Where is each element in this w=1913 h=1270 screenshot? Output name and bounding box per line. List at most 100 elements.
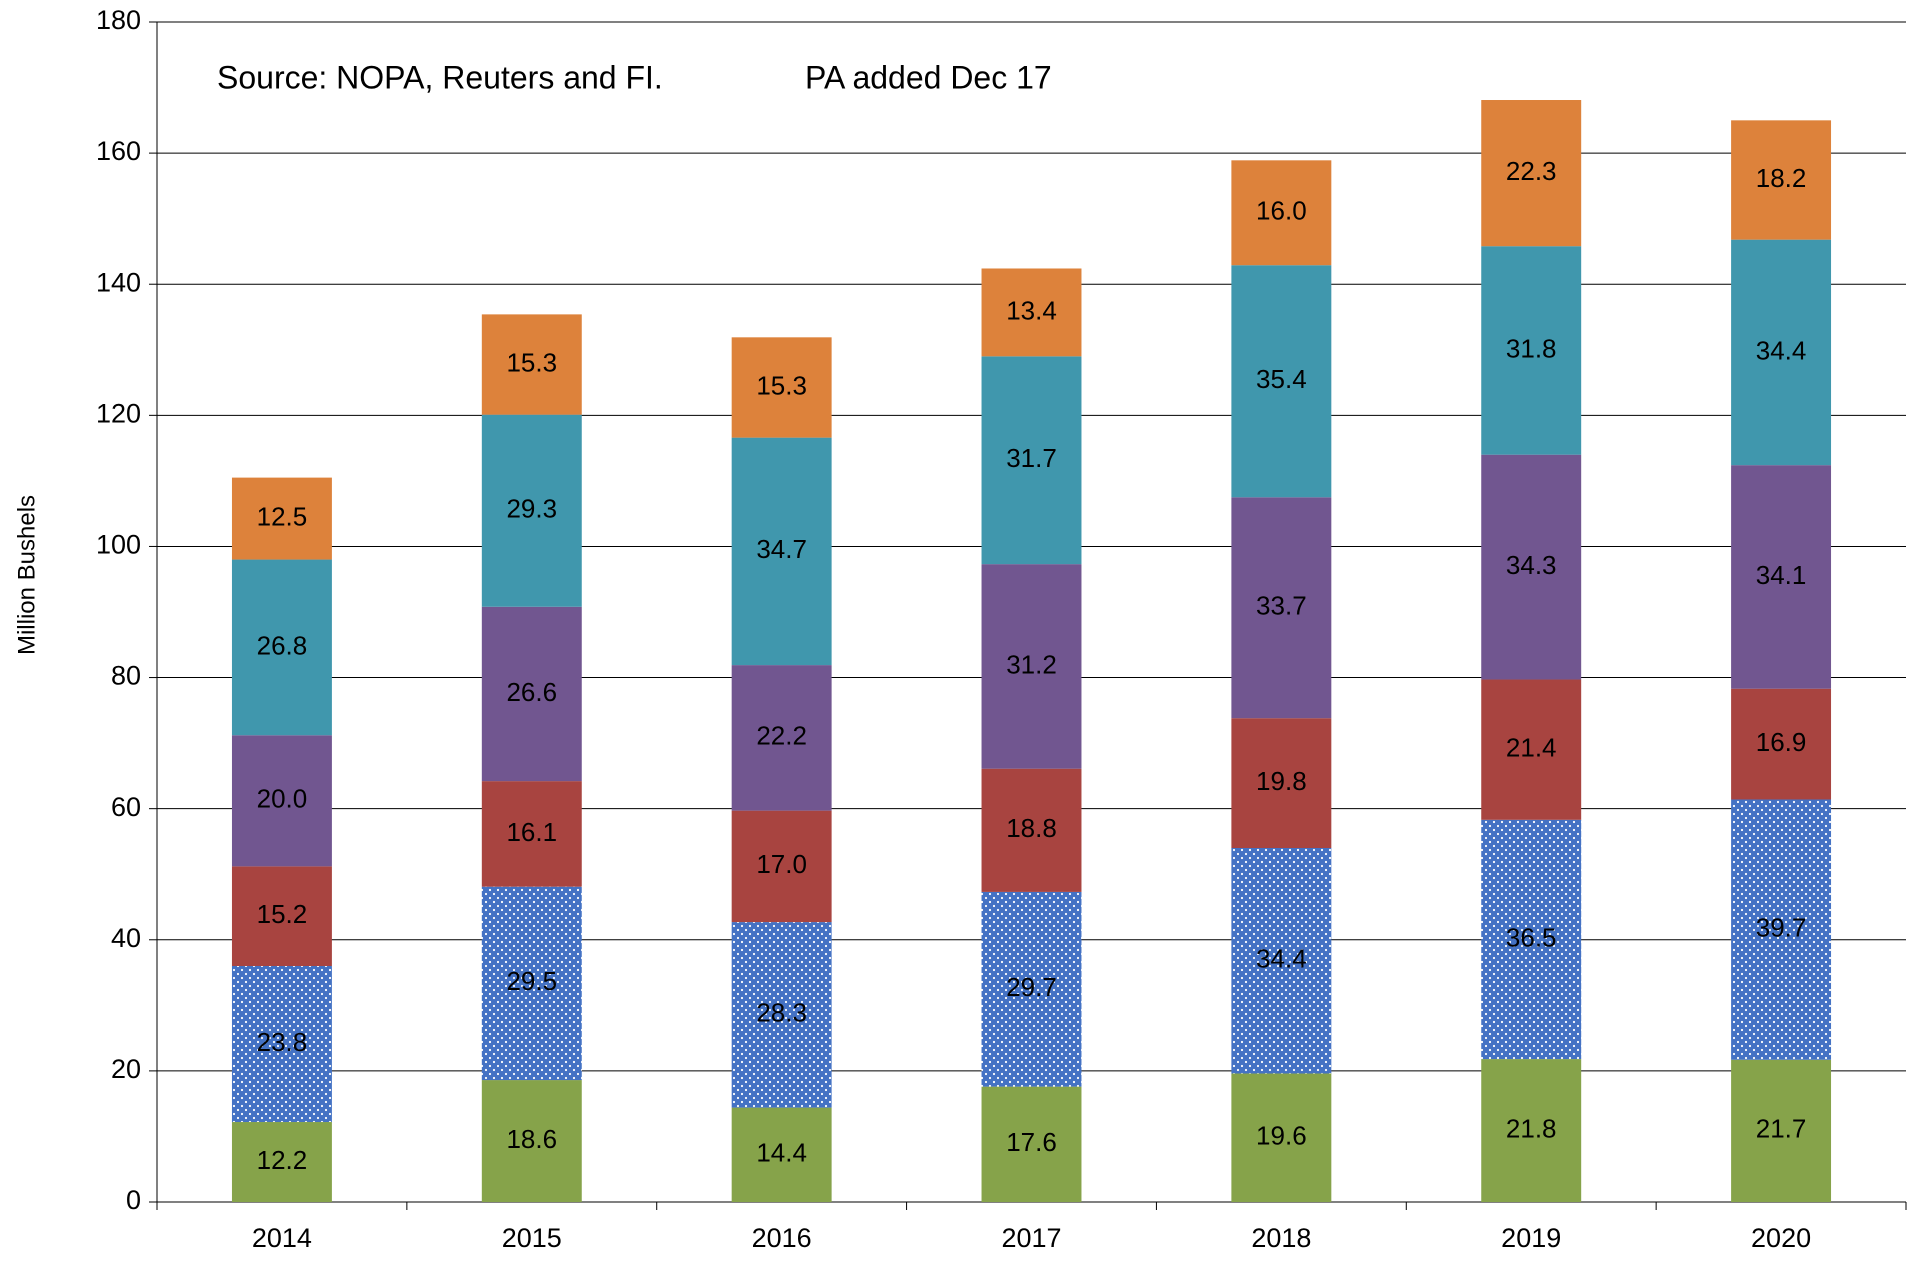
bar-segment: [981, 564, 1082, 769]
bar-segment: [731, 665, 832, 811]
bar-segment: [1731, 239, 1832, 466]
bar-segment: [1231, 848, 1332, 1074]
data-label: 19.8: [1256, 766, 1307, 796]
annotation: Source: NOPA, Reuters and FI.: [217, 59, 663, 95]
data-label: 34.7: [756, 534, 807, 564]
bar-segment: [1731, 688, 1832, 800]
data-label: 21.7: [1756, 1114, 1807, 1144]
data-label: 34.4: [1256, 944, 1307, 974]
data-label: 12.5: [257, 501, 308, 531]
bar-segment: [981, 891, 1082, 1087]
y-tick-label: 60: [111, 792, 141, 822]
bar-segment: [1231, 718, 1332, 848]
annotation: PA added Dec 17: [805, 59, 1052, 95]
bar-segment: [231, 559, 332, 736]
bar-segment: [481, 781, 582, 887]
data-label: 31.2: [1006, 649, 1057, 679]
bar-segment: [231, 966, 332, 1123]
bar-segment: [731, 810, 832, 923]
x-tick-label: 2020: [1751, 1223, 1811, 1253]
y-tick-label: 20: [111, 1054, 141, 1084]
data-label: 29.7: [1006, 972, 1057, 1002]
x-tick-label: 2014: [252, 1223, 312, 1253]
bar-segment: [231, 477, 332, 560]
bar-segment: [981, 356, 1082, 565]
bar-segment: [981, 268, 1082, 357]
data-label: 34.3: [1506, 550, 1557, 580]
bar-segment: [1731, 465, 1832, 689]
bar-segment: [231, 1122, 332, 1202]
data-label: 31.8: [1506, 333, 1557, 363]
data-label: 18.2: [1756, 163, 1807, 193]
data-label: 36.5: [1506, 922, 1557, 952]
bar-segment: [731, 922, 832, 1108]
y-tick-label: 140: [96, 267, 141, 297]
data-label: 18.8: [1006, 813, 1057, 843]
bar-segment: [1731, 1059, 1832, 1202]
data-label: 18.6: [506, 1124, 557, 1154]
data-label: 15.3: [756, 370, 807, 400]
data-label: 26.8: [257, 630, 308, 660]
data-label: 28.3: [756, 998, 807, 1028]
data-label: 13.4: [1006, 295, 1057, 325]
data-label: 15.3: [506, 347, 557, 377]
data-label: 31.7: [1006, 443, 1057, 473]
data-label: 14.4: [756, 1138, 807, 1168]
data-label: 34.4: [1756, 335, 1807, 365]
x-tick-label: 2016: [752, 1223, 812, 1253]
data-label: 16.9: [1756, 727, 1807, 757]
y-tick-label: 160: [96, 136, 141, 166]
data-label: 16.1: [506, 817, 557, 847]
data-label: 39.7: [1756, 912, 1807, 942]
bar-segment: [1481, 1059, 1582, 1202]
data-label: 26.6: [506, 677, 557, 707]
data-label: 21.4: [1506, 733, 1557, 763]
bar-segment: [731, 437, 832, 666]
data-label: 29.5: [506, 966, 557, 996]
bar-segment: [1731, 120, 1832, 240]
bar-segment: [1481, 819, 1582, 1060]
data-label: 29.3: [506, 494, 557, 524]
data-label: 20.0: [257, 784, 308, 814]
bar-segment: [481, 314, 582, 415]
bar-segment: [1231, 265, 1332, 498]
x-tick-label: 2019: [1501, 1223, 1561, 1253]
bar-segment: [231, 866, 332, 966]
data-label: 15.2: [257, 899, 308, 929]
x-tick-label: 2015: [502, 1223, 562, 1253]
data-label: 22.2: [756, 721, 807, 751]
bar-segment: [481, 1080, 582, 1202]
bar-segment: [481, 414, 582, 607]
bar-segment: [1731, 799, 1832, 1060]
data-label: 17.0: [756, 849, 807, 879]
y-tick-label: 0: [126, 1185, 141, 1215]
y-axis-title: Million Bushels: [13, 495, 40, 655]
bar-segment: [1481, 246, 1582, 455]
y-tick-label: 120: [96, 398, 141, 428]
bar-segment: [1231, 497, 1332, 719]
bar-segment: [1481, 100, 1582, 247]
data-label: 23.8: [257, 1027, 308, 1057]
bar-segment: [1231, 1073, 1332, 1202]
bar-segment: [231, 735, 332, 867]
y-tick-label: 40: [111, 923, 141, 953]
data-label: 17.6: [1006, 1127, 1057, 1157]
data-label: 35.4: [1256, 364, 1307, 394]
data-label: 34.1: [1756, 560, 1807, 590]
data-label: 12.2: [257, 1145, 308, 1175]
x-tick-label: 2017: [1001, 1223, 1061, 1253]
data-label: 19.6: [1256, 1121, 1307, 1151]
bar-segment: [481, 886, 582, 1081]
bar-segment: [1231, 160, 1332, 266]
bar-segment: [981, 1086, 1082, 1202]
data-label: 21.8: [1506, 1113, 1557, 1143]
bar-segment: [731, 1107, 832, 1202]
data-label: 22.3: [1506, 156, 1557, 186]
x-tick-label: 2018: [1251, 1223, 1311, 1253]
y-tick-label: 80: [111, 661, 141, 691]
bar-segment: [481, 606, 582, 782]
bar-segment: [1481, 454, 1582, 680]
bar-segment: [981, 768, 1082, 892]
y-tick-label: 100: [96, 530, 141, 560]
